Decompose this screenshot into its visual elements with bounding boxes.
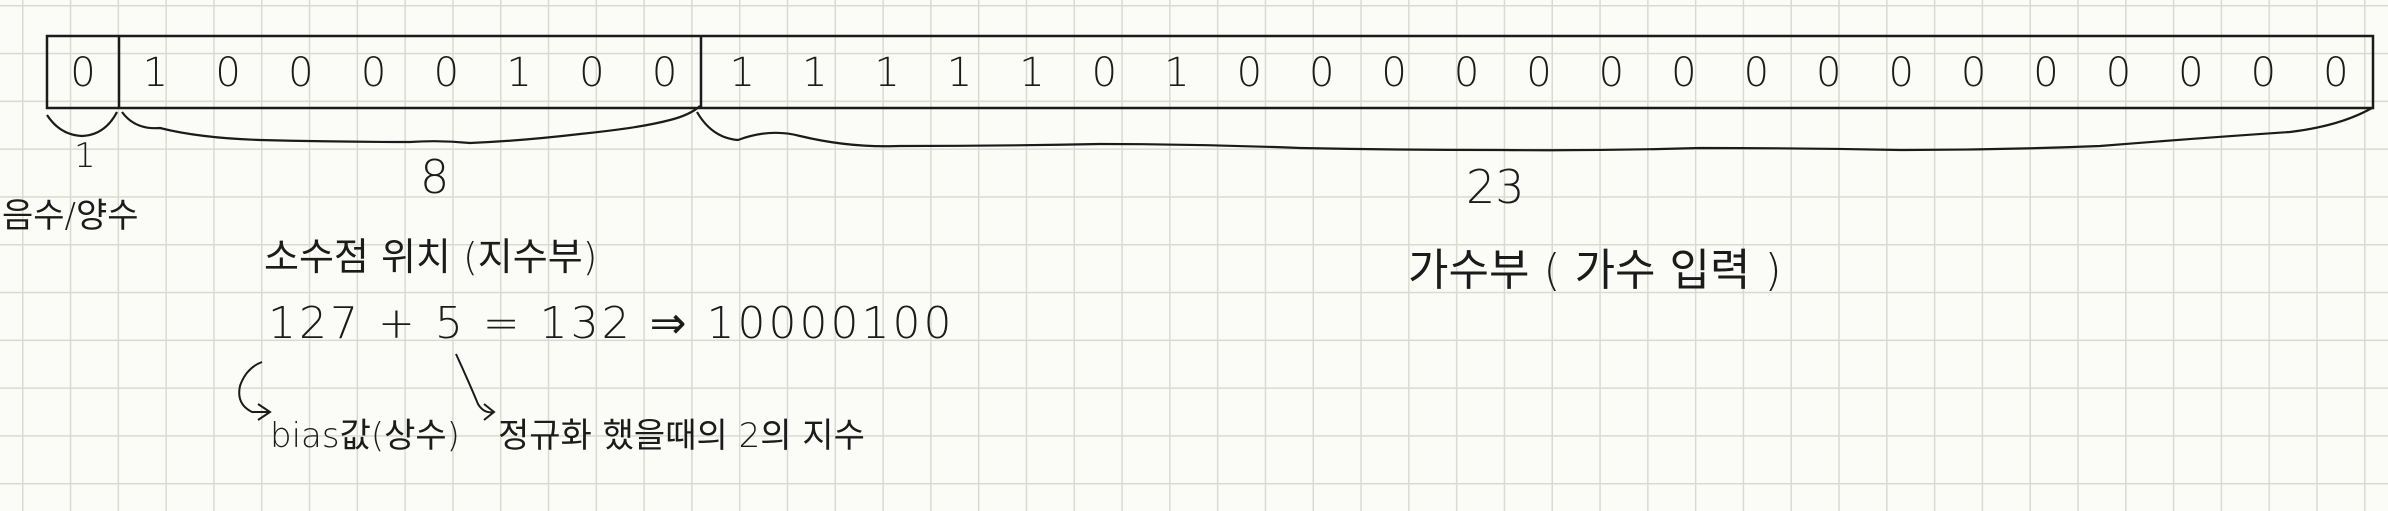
mantissa-bit-17: 0 — [1961, 50, 1986, 96]
mantissa-bit-7: 0 — [1237, 50, 1262, 96]
exponent-arrow — [455, 353, 495, 414]
exponent-bit-6: 0 — [579, 50, 604, 96]
mantissa-bit-9: 0 — [1381, 50, 1406, 96]
bit-register — [45, 34, 2375, 110]
mantissa-bit-4: 1 — [1019, 50, 1044, 96]
mantissa-bit-3: 1 — [947, 50, 972, 96]
mantissa-bit-14: 0 — [1744, 50, 1769, 96]
bias-arrow — [238, 361, 270, 413]
exponent-bit-0: 1 — [143, 50, 168, 96]
mantissa-brace — [696, 107, 2373, 152]
exponent-note: 정규화 했을때의 2의 지수 — [498, 416, 865, 456]
mantissa-bit-2: 1 — [874, 50, 899, 96]
mantissa-bit-19: 0 — [2106, 50, 2131, 96]
mantissa-bit-20: 0 — [2178, 50, 2203, 96]
mantissa-bit-10: 0 — [1454, 50, 1479, 96]
mantissa-bit-5: 0 — [1092, 50, 1117, 96]
exponent-bit-2: 0 — [288, 50, 313, 96]
mantissa-count-label: 23 — [1466, 160, 1525, 214]
sign-brace — [46, 111, 118, 138]
exponent-count-label: 8 — [420, 150, 450, 204]
mantissa-bit-0: 1 — [729, 50, 754, 96]
mantissa-bit-16: 0 — [1888, 50, 1913, 96]
mantissa-bit-8: 0 — [1309, 50, 1334, 96]
mantissa-bit-13: 0 — [1671, 50, 1696, 96]
sign-bit-0: 0 — [70, 50, 95, 96]
exponent-bit-4: 0 — [434, 50, 459, 96]
bias-note: bias값(상수) — [270, 416, 460, 456]
exponent-name-label: 소수점 위치 (지수부) — [264, 235, 598, 279]
sign-name-label: 음수/양수 — [2, 196, 139, 236]
mantissa-bit-6: 1 — [1164, 50, 1189, 96]
mantissa-bit-22: 0 — [2323, 50, 2348, 96]
exponent-brace — [121, 105, 701, 145]
bias-arrowhead — [257, 403, 272, 421]
exponent-bit-1: 0 — [215, 50, 240, 96]
exponent-bit-7: 0 — [652, 50, 677, 96]
mantissa-bit-12: 0 — [1599, 50, 1624, 96]
mantissa-bit-11: 0 — [1526, 50, 1551, 96]
mantissa-bit-21: 0 — [2251, 50, 2276, 96]
bias-formula: 127 + 5 = 132 ⇒ 10000100 — [268, 298, 955, 349]
exponent-arrowhead — [483, 403, 496, 421]
mantissa-bit-1: 1 — [802, 50, 827, 96]
mantissa-name-label: 가수부 ( 가수 입력 ) — [1408, 245, 1782, 296]
exponent-bit-5: 1 — [506, 50, 531, 96]
bit-digits: 0 1 0 0 0 0 1 0 0 1 1 1 1 1 0 1 0 0 0 0 0 0 0 0 0 0 0 0 0 0 0 0 — [70, 50, 2348, 96]
exponent-bit-3: 0 — [361, 50, 386, 96]
sign-count-label: 1 — [74, 136, 96, 176]
mantissa-bit-18: 0 — [2033, 50, 2058, 96]
mantissa-bit-15: 0 — [1816, 50, 1841, 96]
